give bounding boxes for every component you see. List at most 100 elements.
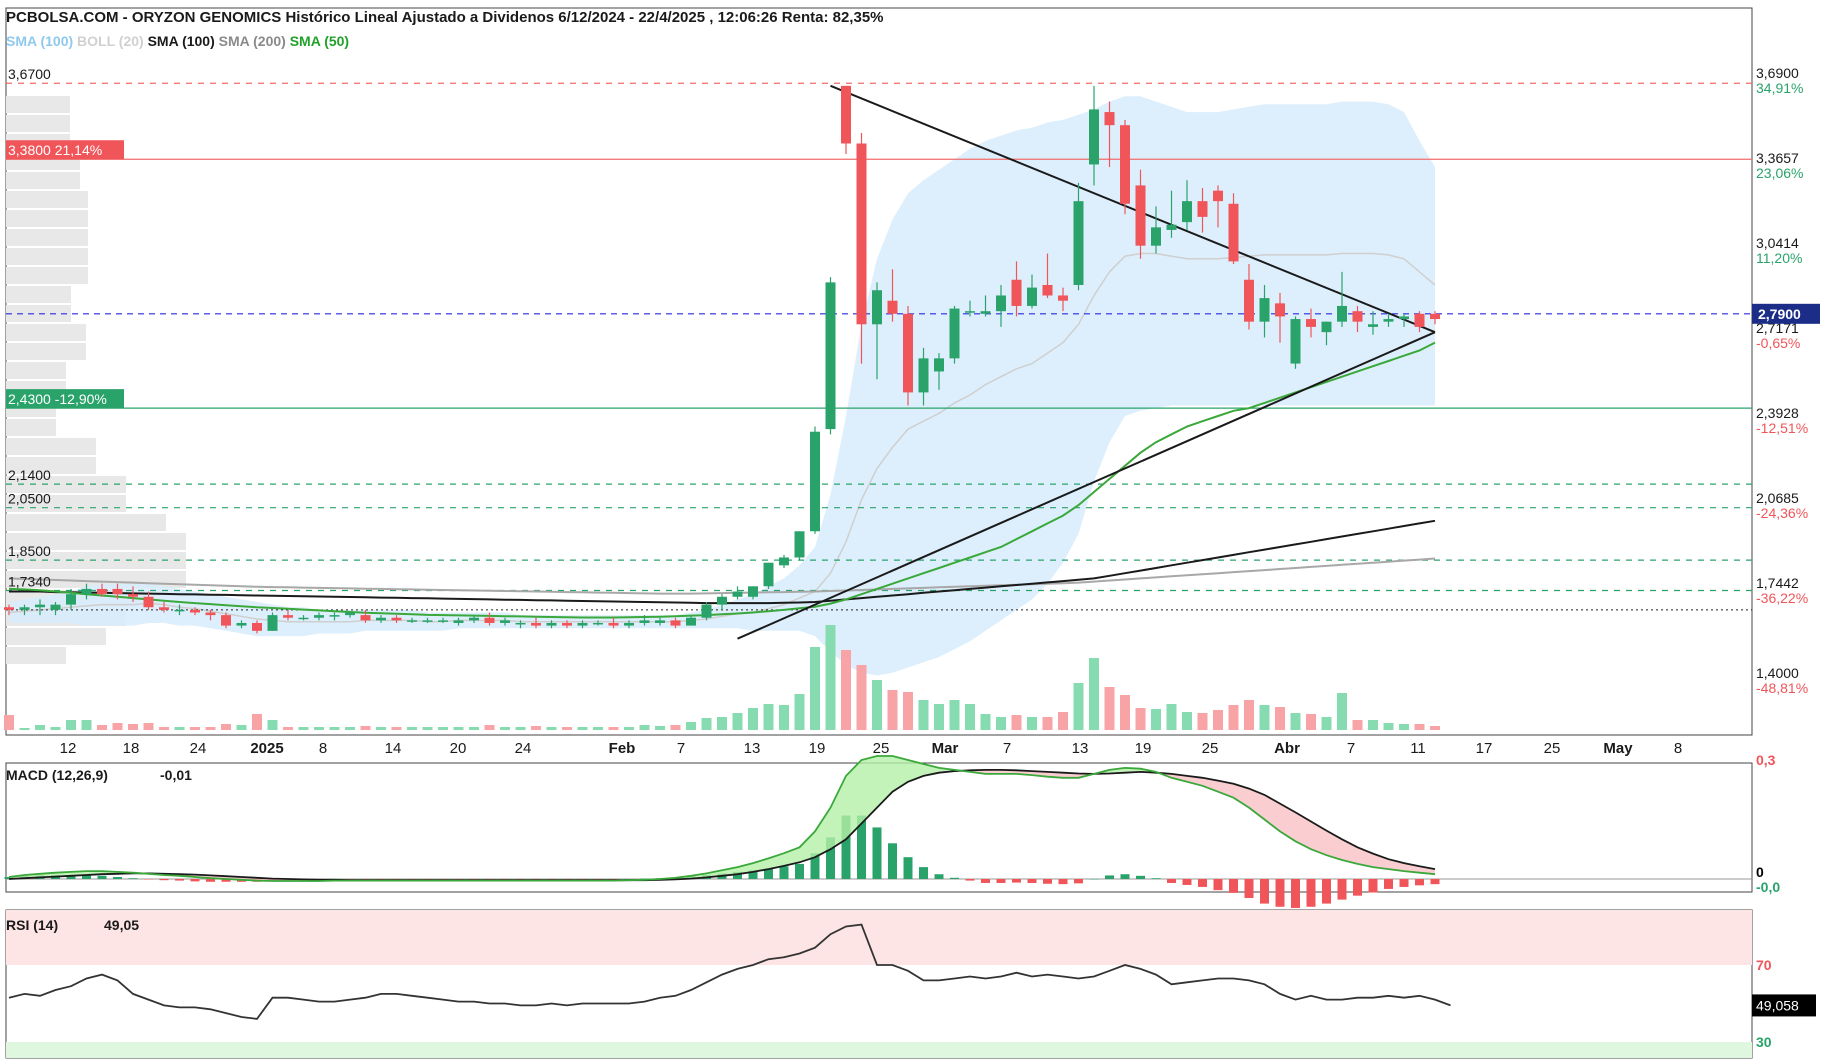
volume-bar [1166,704,1177,730]
price-axis-percent: 11,20% [1756,250,1802,266]
macd-fill [1187,775,1203,786]
candle-body [1399,316,1409,320]
candles [4,85,1440,634]
volume-bar [1228,705,1239,730]
volume-bar [794,694,805,730]
volume-bar [980,714,991,730]
candle-body [1197,201,1208,217]
macd-signal-line [8,769,1436,882]
candle-body [1027,287,1037,306]
current-price-label: 2,7900 [1758,306,1801,322]
candle-body [1259,298,1270,322]
volume-bar [1151,709,1161,730]
x-axis-label: 7 [1003,740,1011,757]
volume-bar [670,725,681,730]
volume-bar [856,665,867,730]
candle-body [1166,224,1177,230]
candle-body [980,311,991,314]
candle-body [1135,185,1146,246]
macd-histogram-bar [485,879,494,880]
candle-body [376,617,386,621]
volume-bar [345,727,355,730]
macd-histogram-bar [159,879,169,881]
x-axis-label: 8 [1674,740,1682,757]
macd-histogram-bar [113,877,122,879]
volume-bar [360,726,371,730]
candle-body [655,620,665,623]
macd-fill [892,756,908,792]
volume-profile-bar [6,647,66,664]
left-level-label: 1,8500 [8,543,51,559]
macd-histogram-bar [810,853,820,879]
volume-bar [918,700,929,730]
macd-histogram-bar [748,870,758,879]
candle-body [1042,284,1053,296]
volume-bar [438,727,448,730]
macd-histogram-bar [888,843,897,879]
left-level-label: 2,1400 [8,467,51,483]
macd-fill [815,807,831,858]
x-axis-label: May [1603,740,1633,757]
macd-histogram-bar [206,879,215,882]
volume-bar [221,724,231,730]
candle-body [732,591,743,597]
candle-body [748,586,758,597]
candle-body [624,622,634,626]
candle-body [515,622,526,625]
volume-bar [1197,713,1208,730]
macd-histogram-bar [609,879,618,880]
volume-bar [252,714,262,730]
macd-histogram-bar [97,875,107,879]
volume-bar [97,725,107,730]
volume-profile-bar [6,514,166,531]
candle-body [1244,279,1254,322]
x-axis-label: 18 [123,740,140,757]
bollinger-mid-line [8,252,1436,623]
macd-histogram-bar [516,879,525,880]
volume-profile-bar [6,248,88,265]
volume-bar [1352,720,1363,730]
macd-histogram-bar [1120,874,1130,879]
macd-histogram-bar [1198,879,1207,887]
left-level-badge-label: 3,3800 21,14% [8,142,102,158]
volume-bar [903,692,913,730]
macd-histogram [4,756,1440,908]
price-axis-label: 3,6900 [1756,65,1799,81]
volume-bar [1383,723,1394,730]
left-level-badge [6,140,124,160]
macd-histogram-bar [1337,879,1347,900]
macd-fill [1295,812,1311,850]
macd-histogram-bar [1213,879,1223,891]
legend-item: SMA (100) [144,33,215,49]
macd-histogram-bar [624,879,634,880]
volume-profile-bar [6,362,66,379]
volume-profile-bar [6,229,88,246]
macd-histogram-bar [469,879,479,880]
macd-histogram-bar [1399,879,1409,887]
rsi-line [8,923,1451,1020]
volume-bar [763,704,774,730]
candle-body [717,596,727,605]
candle-body [1352,311,1363,322]
candle-body [19,607,30,610]
price-axis-label: 3,3657 [1756,150,1799,166]
candle-body [469,617,479,621]
candle-body [236,622,247,626]
x-axis-label: 11 [1410,740,1426,757]
candle-body [112,588,123,595]
candle-body [190,609,200,613]
macd-axis-label: 0,3 [1756,752,1776,768]
macd-fill [722,867,738,876]
volume-bar [1073,683,1084,730]
candle-body [1275,303,1285,317]
macd-histogram-bar [1058,879,1068,885]
macd-histogram-bar [1275,879,1285,907]
volume-bar [748,708,758,730]
volume-bars [4,625,1440,730]
candle-body [872,290,882,325]
candle-body [1383,319,1394,322]
candle-body [128,594,138,597]
price-axis-label: 1,7442 [1756,575,1799,591]
candle-body [143,596,154,608]
rsi-axis-label: 30 [1756,1034,1772,1050]
